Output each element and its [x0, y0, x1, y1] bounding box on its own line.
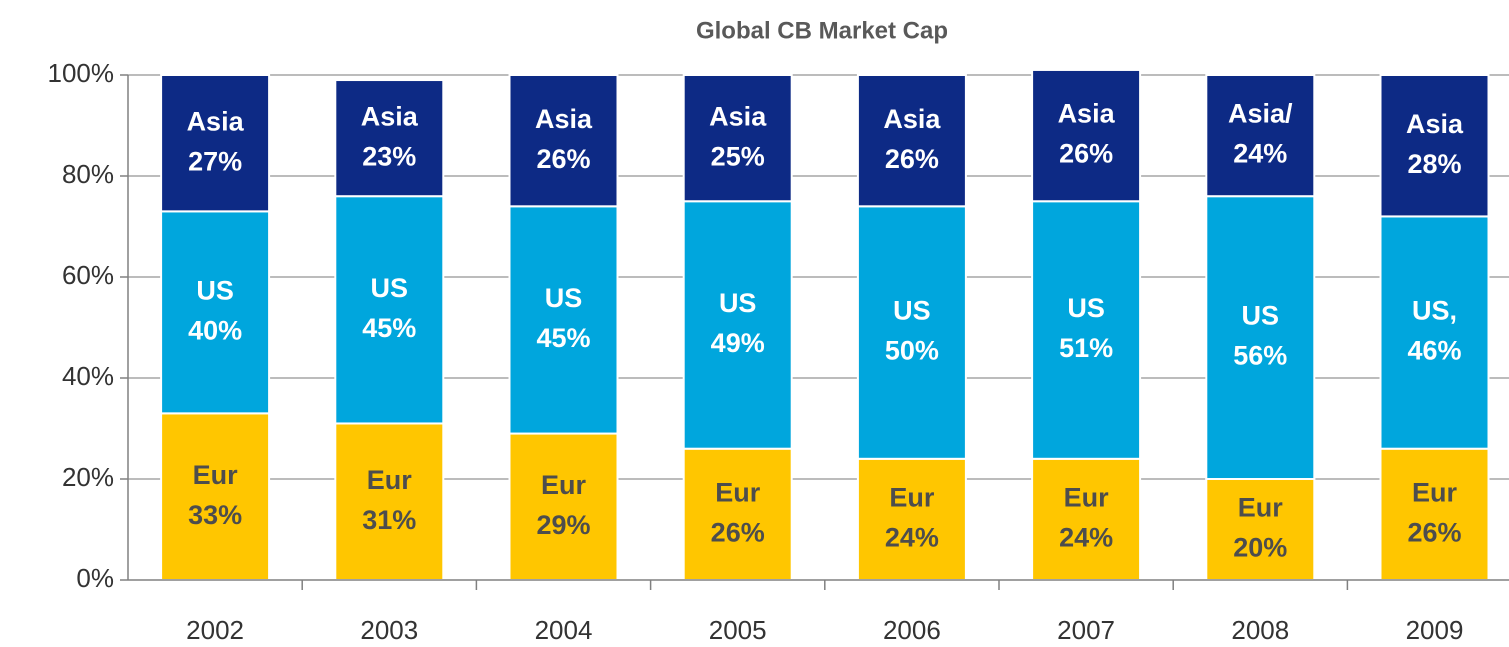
bar-segment — [160, 74, 271, 213]
bar-segment — [856, 457, 967, 581]
data-label: 40% — [188, 315, 242, 345]
chart-title: Global CB Market Cap — [696, 17, 948, 44]
bar-segment — [1031, 457, 1142, 581]
data-label: US — [1242, 301, 1280, 331]
data-label: Asia — [1058, 99, 1116, 129]
data-label: 33% — [188, 500, 242, 530]
data-label: 20% — [1233, 533, 1287, 563]
bar-segment — [334, 195, 445, 425]
data-label: US — [545, 283, 583, 313]
data-label: Eur — [1412, 477, 1458, 507]
data-label: Asia/ — [1228, 99, 1293, 129]
data-label: Asia — [535, 104, 593, 134]
bar-segment — [334, 422, 445, 582]
data-label: Eur — [541, 470, 587, 500]
data-label: 24% — [885, 523, 939, 553]
x-tick-label: 2006 — [883, 615, 941, 645]
data-label: 29% — [536, 510, 590, 540]
data-label: 46% — [1407, 336, 1461, 366]
x-tick-label: 2007 — [1057, 615, 1115, 645]
data-label: 28% — [1407, 149, 1461, 179]
data-label: 49% — [711, 328, 765, 358]
bar-segment — [508, 205, 619, 435]
data-label: Asia — [709, 101, 767, 131]
x-tick-label: 2004 — [535, 615, 593, 645]
data-label: US — [196, 275, 234, 305]
labels: Eur 33% US 40% Asia 27% Eur 31% US 45% Asia 23% Eur 2… — [187, 99, 1464, 563]
y-tick-label: 20% — [62, 462, 114, 492]
data-label: US — [1067, 293, 1105, 323]
bar-segment — [1379, 447, 1490, 582]
data-label: Eur — [193, 460, 239, 490]
data-label: 26% — [536, 144, 590, 174]
data-label: US — [893, 296, 931, 326]
data-label: 45% — [362, 313, 416, 343]
data-label: Eur — [1238, 493, 1284, 523]
data-label: Asia — [361, 101, 419, 131]
data-label: 25% — [711, 141, 765, 171]
data-label: Asia — [1406, 109, 1464, 139]
data-label: 24% — [1059, 523, 1113, 553]
data-label: 26% — [1059, 139, 1113, 169]
data-label: 31% — [362, 505, 416, 535]
y-tick-label: 100% — [48, 58, 115, 88]
bar-segment — [508, 74, 619, 208]
data-label: 27% — [188, 146, 242, 176]
y-tick-label: 80% — [62, 159, 114, 189]
bar-segment — [1205, 478, 1316, 581]
bar-segment — [856, 74, 967, 208]
bar-segment — [1031, 200, 1142, 460]
bar-segment — [682, 200, 793, 450]
data-label: 56% — [1233, 341, 1287, 371]
y-tick-label: 40% — [62, 361, 114, 391]
x-tick-label: 2008 — [1231, 615, 1289, 645]
data-label: Asia — [883, 104, 941, 134]
x-tick-label: 2009 — [1406, 615, 1464, 645]
bar-segment — [1205, 74, 1316, 198]
data-label: Asia — [187, 106, 245, 136]
bar-segment — [334, 79, 445, 198]
data-label: US — [719, 288, 757, 318]
data-label: 50% — [885, 336, 939, 366]
bar-segment — [1205, 195, 1316, 480]
data-label: Eur — [715, 477, 761, 507]
data-label: 45% — [536, 323, 590, 353]
y-tick-label: 60% — [62, 260, 114, 290]
data-label: US — [371, 273, 409, 303]
data-label: 51% — [1059, 333, 1113, 363]
data-label: 23% — [362, 141, 416, 171]
bars — [160, 68, 1490, 582]
bar-segment — [682, 447, 793, 582]
data-label: 26% — [711, 517, 765, 547]
bar-segment — [508, 432, 619, 581]
data-label: Eur — [367, 465, 413, 495]
bar-segment — [160, 210, 271, 415]
y-tick-label: 0% — [76, 563, 114, 593]
data-label: 26% — [885, 144, 939, 174]
bar-segment — [682, 74, 793, 203]
data-label: US, — [1412, 296, 1457, 326]
x-tick-label: 2003 — [360, 615, 418, 645]
data-label: Eur — [889, 483, 935, 513]
data-label: Eur — [1064, 483, 1110, 513]
bar-segment — [1031, 68, 1142, 203]
x-tick-label: 2005 — [709, 615, 767, 645]
bar-segment — [1379, 74, 1490, 218]
bar-segment — [856, 205, 967, 460]
data-label: 24% — [1233, 139, 1287, 169]
x-tick-label: 2002 — [186, 615, 244, 645]
bar-segment — [1379, 215, 1490, 450]
bar-segment — [160, 412, 271, 581]
data-label: 26% — [1407, 517, 1461, 547]
